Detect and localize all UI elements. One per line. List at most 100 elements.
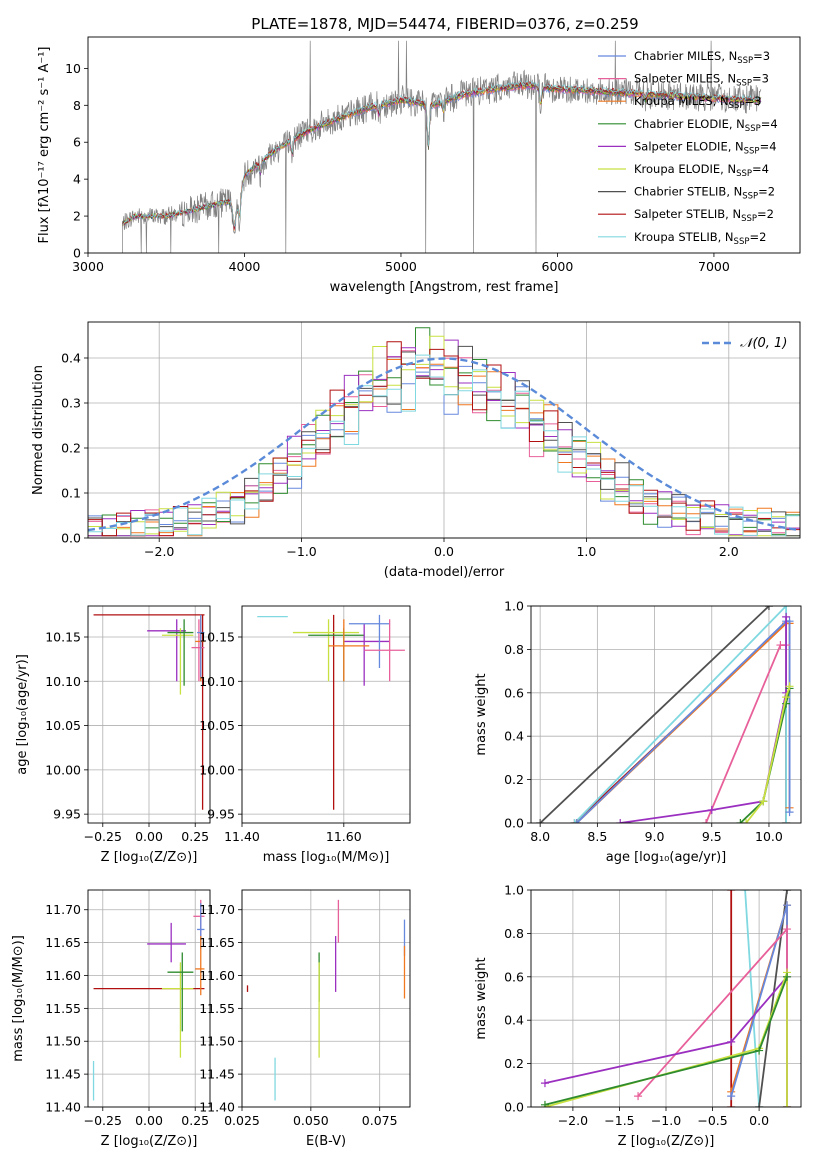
- x-axis-label: age [log₁₀(age/yr)]: [606, 850, 727, 865]
- plot-area: [92, 899, 205, 1101]
- axes-frame: [530, 889, 802, 1108]
- y-axis-label: age [log₁₀(age/yr)]: [15, 654, 30, 775]
- weight-marker: [727, 1092, 736, 1101]
- weight-marker: [782, 606, 791, 610]
- y-tick-label: 0.2: [504, 772, 524, 787]
- y-tick-label: 10.00: [45, 762, 81, 777]
- x-axis-label: (data-model)/error: [384, 565, 505, 580]
- weight-marker: [764, 606, 773, 610]
- plot-area: [536, 606, 794, 823]
- weight-marker: [616, 819, 625, 823]
- y-tick-label: 10: [65, 61, 81, 76]
- x-tick-label: −0.25: [84, 829, 122, 844]
- x-tick-label: 0.00: [135, 829, 163, 844]
- y-tick-label: 0.4: [61, 351, 81, 366]
- weight-marker: [727, 1103, 736, 1107]
- axes-frame: [87, 605, 211, 824]
- y-tick-label: 0.2: [61, 441, 81, 456]
- axes-frame: [241, 605, 411, 824]
- y-tick-label: 1.0: [504, 599, 524, 614]
- y-axis-label: mass weight: [474, 957, 489, 1039]
- weight-marker: [783, 1103, 792, 1107]
- hist-kroupa-elodie: [88, 335, 800, 537]
- y-tick-label: 11.45: [45, 1067, 81, 1082]
- x-tick-label: 0.0: [434, 544, 454, 559]
- axes-frame: [241, 889, 411, 1108]
- plot-area: [246, 899, 406, 1101]
- y-tick-label: 0.4: [504, 1013, 524, 1028]
- x-tick-label: 7000: [698, 259, 730, 274]
- x-axis-label: wavelength [Angstrom, rest frame]: [330, 280, 559, 295]
- age-vs-mass-panel: 11.40 11.60 9.95 10.00 10.05 10.10 10.15 mass […: [199, 605, 411, 865]
- hist-salpeter-stelib: [88, 341, 800, 537]
- x-tick-label: 0.050: [293, 1113, 329, 1128]
- x-tick-label: −1.0: [286, 544, 316, 559]
- normal-curve: [88, 357, 800, 532]
- y-tick-label: 0: [73, 246, 81, 261]
- y-tick-label: 2: [73, 209, 81, 224]
- x-axis-label: Z [log₁₀(Z/Z⊙)]: [101, 850, 198, 865]
- y-tick-label: 11.55: [45, 1001, 81, 1016]
- x-tick-label: 0.0: [749, 1113, 769, 1128]
- y-tick-label: 10.00: [199, 762, 235, 777]
- x-tick-label: 6000: [542, 259, 574, 274]
- weight-line: [745, 686, 791, 823]
- y-tick-label: 11.65: [199, 935, 235, 950]
- y-axis-label: mass [log₁₀(M/M⊙)]: [11, 935, 26, 1062]
- legend-entry: Kroupa STELIB, NSSP=2: [634, 230, 766, 247]
- figure-title: PLATE=1878, MJD=54474, FIBERID=0376, z=0…: [251, 15, 638, 33]
- x-tick-label: 11.40: [224, 829, 260, 844]
- legend-entry: Chabrier MILES, NSSP=3: [634, 49, 770, 66]
- weight-marker: [783, 890, 792, 894]
- y-tick-label: 9.95: [53, 807, 81, 822]
- x-tick-label: 2.0: [719, 544, 739, 559]
- plot-area: [122, 40, 762, 253]
- weight-marker: [540, 1100, 549, 1107]
- x-tick-label: 3000: [72, 259, 104, 274]
- model-kroupa-stelib: [122, 80, 762, 227]
- y-tick-label: 11.60: [199, 968, 235, 983]
- x-tick-label: 9.5: [702, 829, 722, 844]
- x-tick-label: 10.0: [755, 829, 783, 844]
- axes-frame: [530, 605, 802, 824]
- weight-marker: [572, 819, 581, 823]
- x-tick-label: 0.25: [181, 1113, 209, 1128]
- y-tick-label: 1.0: [504, 883, 524, 898]
- mass-vs-ebv-panel: 0.025 0.050 0.075 11.40 11.45 11.50 11.55 11.60…: [199, 889, 411, 1149]
- residuals-panel: −2.0 −1.0 0.0 1.0 2.0 0.0 0.1 0.2 0.3 0.4 (data-mo…: [31, 321, 801, 580]
- plot-area: [93, 614, 205, 810]
- x-tick-label: −2.0: [558, 1113, 588, 1128]
- age-vs-Z-panel: −0.25 0.00 0.25 9.95 10.00 10.05 10.10 10.15 Z […: [15, 605, 211, 865]
- legend-entry: Chabrier ELODIE, NSSP=4: [634, 117, 778, 134]
- weight-marker: [783, 901, 792, 910]
- x-axis-label: E(B-V): [306, 1134, 346, 1149]
- weight-marker: [755, 1103, 764, 1107]
- weight-vs-age-panel: 8.0 8.5 9.0 9.5 10.0 0.0 0.2 0.4 0.6 0.8 1.0 age [l…: [474, 599, 802, 865]
- y-tick-label: 6: [73, 135, 81, 150]
- weight-line: [539, 606, 770, 823]
- legend-entry: Salpeter ELODIE, NSSP=4: [634, 139, 777, 156]
- y-tick-label: 11.50: [199, 1034, 235, 1049]
- x-tick-label: 0.025: [224, 1113, 260, 1128]
- y-tick-label: 10.10: [199, 674, 235, 689]
- spectrum-panel: 3000 4000 5000 6000 7000 0 2 4 6 8 10 wavelength [A…: [37, 36, 801, 295]
- y-tick-label: 9.95: [207, 807, 235, 822]
- y-tick-label: 0.0: [504, 1100, 524, 1115]
- legend-entry: Salpeter MILES, NSSP=3: [634, 72, 769, 89]
- x-tick-label: 9.0: [645, 829, 665, 844]
- weight-marker: [536, 819, 545, 823]
- y-tick-label: 0.6: [504, 685, 524, 700]
- y-axis-label: Normed distribution: [31, 365, 46, 495]
- y-tick-label: 0.6: [504, 969, 524, 984]
- weight-marker: [742, 819, 751, 823]
- y-axis-label: Flux [fλ10⁻¹⁷ erg cm⁻² s⁻¹ A⁻¹]: [37, 47, 52, 244]
- axes-frame: [87, 36, 801, 254]
- weight-marker: [741, 890, 750, 894]
- y-tick-label: 0.0: [61, 531, 81, 546]
- y-tick-label: 11.70: [45, 902, 81, 917]
- x-tick-label: −0.25: [84, 1113, 122, 1128]
- x-tick-label: 0.00: [135, 1113, 163, 1128]
- y-tick-label: 11.65: [45, 935, 81, 950]
- y-tick-label: 11.70: [199, 902, 235, 917]
- y-tick-label: 10.10: [45, 674, 81, 689]
